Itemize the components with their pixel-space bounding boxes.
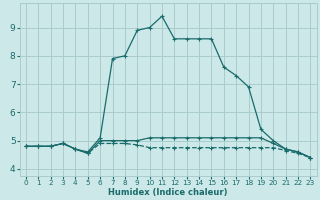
X-axis label: Humidex (Indice chaleur): Humidex (Indice chaleur) [108, 188, 228, 197]
